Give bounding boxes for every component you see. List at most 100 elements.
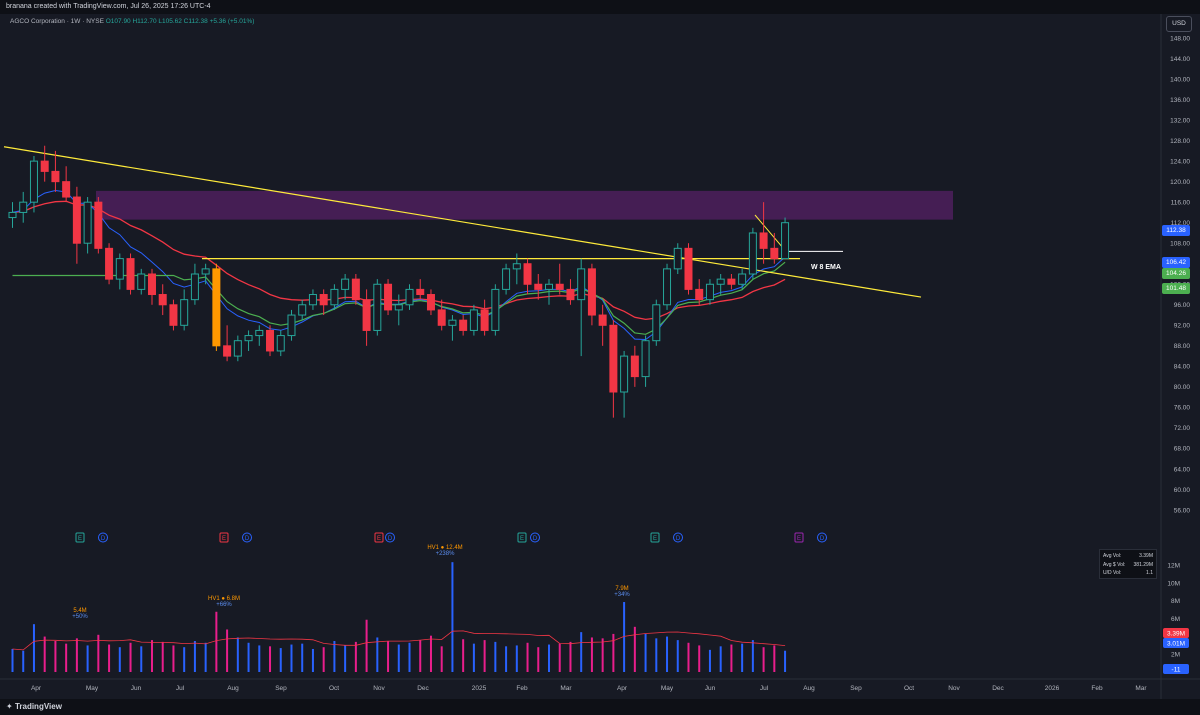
- time-axis-label: Aug: [227, 685, 239, 692]
- candle-body: [115, 258, 124, 280]
- volume-bar: [150, 640, 153, 672]
- candle-body: [276, 335, 285, 352]
- dividend-marker[interactable]: D: [242, 532, 252, 543]
- volume-axis-label: 10M: [1167, 580, 1180, 587]
- dividend-marker[interactable]: D: [98, 532, 108, 543]
- earnings-marker[interactable]: E: [374, 532, 384, 543]
- candle: [105, 243, 114, 285]
- price-axis-bg: [1161, 14, 1200, 699]
- time-axis-label: Jun: [705, 685, 716, 692]
- dividend-marker-circle: [242, 532, 252, 543]
- volume-bar: [75, 638, 78, 672]
- earnings-marker[interactable]: E: [794, 532, 804, 543]
- volume-bar: [419, 640, 422, 672]
- price-axis-label: 132.00: [1170, 117, 1190, 124]
- candle-body: [223, 345, 232, 357]
- earnings-marker[interactable]: E: [650, 532, 660, 543]
- candle-body: [40, 160, 49, 172]
- candle-body: [298, 304, 307, 316]
- volume-bar: [172, 645, 175, 672]
- symbol-legend: AGCO Corporation · 1W · NYSE O107.90 H11…: [10, 18, 254, 25]
- volume-bar: [344, 645, 347, 672]
- candle: [577, 258, 586, 357]
- candle: [663, 263, 672, 310]
- time-axis-label: Dec: [417, 685, 429, 692]
- candle-body: [663, 268, 672, 306]
- candle-body: [695, 288, 704, 301]
- tradingview-logo-icon: ✦: [6, 702, 13, 711]
- footer-bar: ✦ TradingView: [0, 699, 1200, 715]
- candle-body: [534, 283, 543, 290]
- dividend-marker[interactable]: D: [530, 532, 540, 543]
- earnings-marker-box: [650, 532, 660, 543]
- candle: [609, 320, 618, 418]
- candle-body: [62, 181, 71, 198]
- footer-brand[interactable]: TradingView: [14, 702, 62, 711]
- volume-tag-bg: [1163, 628, 1189, 638]
- candle-body: [630, 355, 639, 378]
- candle-body: [158, 294, 167, 306]
- time-axis-label: Oct: [904, 685, 914, 692]
- candle-body: [641, 340, 650, 378]
- volume-bar: [472, 643, 475, 672]
- candle-body: [437, 309, 446, 326]
- candle: [72, 186, 81, 264]
- candle: [266, 325, 275, 357]
- candle: [373, 279, 382, 336]
- event-marker-label: D: [388, 536, 393, 542]
- candle-body: [545, 283, 553, 290]
- candle: [394, 294, 403, 326]
- candle: [330, 284, 339, 310]
- candle-body: [94, 201, 103, 249]
- earnings-marker-box: [794, 532, 804, 543]
- price-tag-ema-green-2: 101.48: [1162, 283, 1190, 294]
- time-axis-label: Sep: [275, 685, 287, 692]
- candle: [29, 156, 38, 213]
- candle: [620, 350, 629, 418]
- volume-bar: [226, 629, 229, 672]
- volume-spike-change: +238%: [436, 551, 456, 557]
- volume-bar: [65, 643, 68, 672]
- earnings-marker-box: [517, 532, 527, 543]
- avg-vol-row: Avg Vol: 3.39M: [1103, 553, 1153, 559]
- volume-axis-label: 8M: [1171, 598, 1180, 605]
- volume-bar: [505, 646, 508, 672]
- price-axis-label: 148.00: [1170, 35, 1190, 42]
- earnings-marker[interactable]: E: [219, 532, 229, 543]
- ema-annotation: W 8 EMA: [811, 264, 841, 271]
- candle: [502, 263, 511, 295]
- attribution-bar: branana created with TradingView.com, Ju…: [0, 0, 1200, 14]
- candle-body: [51, 170, 60, 183]
- candle-body: [266, 329, 275, 352]
- volume-bar: [354, 641, 357, 672]
- currency-button[interactable]: USD: [1166, 16, 1192, 32]
- price-axis-label: 84.00: [1174, 364, 1191, 371]
- time-axis-label: Mar: [1135, 685, 1147, 692]
- time-axis-label: Apr: [617, 685, 628, 692]
- earnings-marker[interactable]: E: [517, 532, 527, 543]
- candle-body: [308, 294, 317, 306]
- event-marker-label: D: [820, 536, 825, 542]
- candle-body: [330, 288, 339, 306]
- volume-spike-label: HV1 ● 6.8M: [208, 596, 240, 602]
- avg-dollar-vol-row: Avg $ Vol: 381.29M: [1103, 561, 1153, 568]
- price-axis-label: 80.00: [1174, 384, 1191, 391]
- time-axis-label: Feb: [1091, 685, 1103, 692]
- price-axis-label: 116.00: [1171, 199, 1191, 206]
- volume-bar: [387, 641, 390, 672]
- event-marker-label: E: [78, 536, 82, 542]
- volume-bar: [494, 641, 497, 672]
- price-axis-label: 88.00: [1174, 343, 1191, 350]
- candle-body: [362, 299, 371, 331]
- volume-bar: [22, 650, 25, 672]
- volume-bar: [290, 644, 293, 672]
- candle: [169, 299, 178, 331]
- dividend-marker[interactable]: D: [673, 532, 683, 543]
- dividend-marker[interactable]: D: [817, 532, 827, 543]
- earnings-marker[interactable]: E: [75, 532, 85, 543]
- candle-body: [673, 247, 682, 270]
- candle: [276, 330, 285, 357]
- event-marker-label: E: [797, 536, 801, 542]
- dividend-marker[interactable]: D: [385, 532, 395, 543]
